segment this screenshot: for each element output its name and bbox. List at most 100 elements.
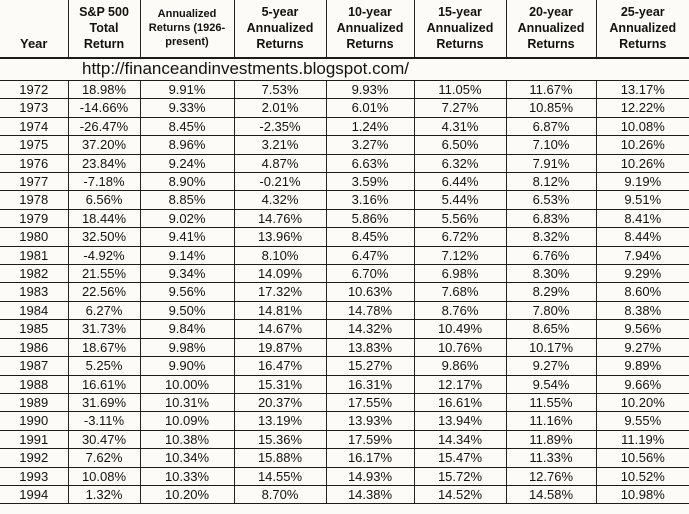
value-cell: 7.53% bbox=[233, 80, 326, 100]
value-cell: 9.41% bbox=[139, 227, 234, 247]
value-cell: 9.27% bbox=[595, 338, 689, 358]
value-cell: 4.32% bbox=[233, 190, 326, 210]
value-cell: 8.60% bbox=[595, 282, 689, 302]
year-cell: 1993 bbox=[0, 467, 68, 486]
table-row: 1975 37.20% 8.96% 3.21% 3.27% 6.50% 7.10% 10.26… bbox=[0, 135, 689, 155]
value-cell: 13.94% bbox=[413, 411, 506, 431]
value-cell: 3.21% bbox=[233, 135, 326, 155]
value-cell: 6.44% bbox=[413, 172, 506, 192]
column-header-ann10: 10-year Annualized Returns bbox=[325, 0, 414, 59]
year-cell: 1981 bbox=[0, 246, 68, 266]
value-cell: 16.61% bbox=[67, 375, 140, 394]
value-cell: 18.44% bbox=[67, 209, 140, 229]
table-row: 1978 6.56% 8.85% 4.32% 3.16% 5.44% 6.53% 9.51% bbox=[0, 190, 689, 210]
value-cell: 9.50% bbox=[139, 301, 234, 321]
value-cell: -4.92% bbox=[67, 246, 140, 266]
value-cell: 14.93% bbox=[325, 467, 414, 486]
value-cell: 7.62% bbox=[67, 448, 140, 468]
value-cell: 13.83% bbox=[325, 338, 414, 358]
year-cell: 1994 bbox=[0, 485, 68, 505]
value-cell: 11.67% bbox=[505, 80, 596, 100]
value-cell: 6.56% bbox=[67, 190, 140, 210]
value-cell: 10.63% bbox=[325, 282, 414, 302]
value-cell: 22.56% bbox=[67, 282, 140, 302]
value-cell: 17.59% bbox=[325, 430, 414, 450]
value-cell: 31.73% bbox=[67, 319, 140, 339]
value-cell: 8.32% bbox=[505, 227, 596, 247]
table-row: 1986 18.67% 9.98% 19.87% 13.83% 10.76% 10.17% 9… bbox=[0, 338, 689, 358]
value-cell: 9.56% bbox=[595, 319, 689, 339]
value-cell: 30.47% bbox=[67, 430, 140, 450]
table-header: Year S&P 500 Total Return Annualized Retur… bbox=[0, 0, 689, 59]
year-cell: 1988 bbox=[0, 375, 68, 394]
table-row: 1982 21.55% 9.34% 14.09% 6.70% 6.98% 8.30% 9.29… bbox=[0, 264, 689, 284]
value-cell: 8.90% bbox=[139, 172, 234, 192]
value-cell: 10.85% bbox=[505, 98, 596, 118]
value-cell: 6.50% bbox=[413, 135, 506, 155]
value-cell: 3.59% bbox=[325, 172, 414, 192]
value-cell: 9.19% bbox=[595, 172, 689, 192]
table-row: 1990 -3.11% 10.09% 13.19% 13.93% 13.94% 11.16%… bbox=[0, 411, 689, 431]
column-header-ann1926: Annualized Returns (1926- present) bbox=[139, 0, 234, 59]
value-cell: 15.47% bbox=[413, 448, 506, 468]
value-cell: 5.86% bbox=[325, 209, 414, 229]
value-cell: 6.72% bbox=[413, 227, 506, 247]
value-cell: 8.45% bbox=[139, 117, 234, 137]
value-cell: 12.17% bbox=[413, 375, 506, 394]
year-cell: 1991 bbox=[0, 430, 68, 450]
value-cell: 1.24% bbox=[325, 117, 414, 137]
value-cell: -2.35% bbox=[233, 117, 326, 137]
value-cell: 14.81% bbox=[233, 301, 326, 321]
value-cell: 12.22% bbox=[595, 98, 689, 118]
table-row: 1987 5.25% 9.90% 16.47% 15.27% 9.86% 9.27% 9.89… bbox=[0, 356, 689, 376]
table-body: http://financeandinvestments.blogspot.co… bbox=[0, 58, 689, 505]
year-cell: 1975 bbox=[0, 135, 68, 155]
value-cell: 12.76% bbox=[505, 467, 596, 486]
table-row: 1984 6.27% 9.50% 14.81% 14.78% 8.76% 7.80% 8.38… bbox=[0, 301, 689, 321]
value-cell: 15.27% bbox=[325, 356, 414, 376]
value-cell: -26.47% bbox=[67, 117, 140, 137]
year-cell: 1974 bbox=[0, 117, 68, 137]
column-header-ann25: 25-year Annualized Returns bbox=[595, 0, 689, 59]
value-cell: 13.17% bbox=[595, 80, 689, 100]
value-cell: 6.32% bbox=[413, 154, 506, 174]
value-cell: 10.20% bbox=[595, 393, 689, 413]
value-cell: 6.76% bbox=[505, 246, 596, 266]
value-cell: 8.29% bbox=[505, 282, 596, 302]
value-cell: 9.98% bbox=[139, 338, 234, 358]
value-cell: 5.44% bbox=[413, 190, 506, 210]
table-row: 1980 32.50% 9.41% 13.96% 8.45% 6.72% 8.32% 8.44… bbox=[0, 227, 689, 247]
value-cell: 9.29% bbox=[595, 264, 689, 284]
url-banner: http://financeandinvestments.blogspot.co… bbox=[0, 58, 689, 81]
table-row: 1993 10.08% 10.33% 14.55% 14.93% 15.72% 12.76%… bbox=[0, 467, 689, 486]
value-cell: 8.65% bbox=[505, 319, 596, 339]
value-cell: 9.27% bbox=[505, 356, 596, 376]
value-cell: 10.31% bbox=[139, 393, 234, 413]
value-cell: 14.78% bbox=[325, 301, 414, 321]
year-cell: 1978 bbox=[0, 190, 68, 210]
value-cell: 14.58% bbox=[505, 485, 596, 505]
value-cell: 15.36% bbox=[233, 430, 326, 450]
value-cell: 6.01% bbox=[325, 98, 414, 118]
value-cell: 9.34% bbox=[139, 264, 234, 284]
value-cell: 10.38% bbox=[139, 430, 234, 450]
value-cell: 11.55% bbox=[505, 393, 596, 413]
table-row: 1989 31.69% 10.31% 20.37% 17.55% 16.61% 11.55%… bbox=[0, 393, 689, 413]
value-cell: 14.09% bbox=[233, 264, 326, 284]
value-cell: 6.70% bbox=[325, 264, 414, 284]
value-cell: 8.70% bbox=[233, 485, 326, 505]
value-cell: 16.17% bbox=[325, 448, 414, 468]
value-cell: 8.45% bbox=[325, 227, 414, 247]
value-cell: 3.27% bbox=[325, 135, 414, 155]
value-cell: 10.26% bbox=[595, 154, 689, 174]
value-cell: -7.18% bbox=[67, 172, 140, 192]
value-cell: 1.32% bbox=[67, 485, 140, 505]
value-cell: 6.83% bbox=[505, 209, 596, 229]
value-cell: 8.41% bbox=[595, 209, 689, 229]
value-cell: 13.96% bbox=[233, 227, 326, 247]
value-cell: 32.50% bbox=[67, 227, 140, 247]
year-cell: 1992 bbox=[0, 448, 68, 468]
table-row: 1976 23.84% 9.24% 4.87% 6.63% 6.32% 7.91% 10.26… bbox=[0, 154, 689, 174]
value-cell: 6.98% bbox=[413, 264, 506, 284]
value-cell: 9.91% bbox=[139, 80, 234, 100]
